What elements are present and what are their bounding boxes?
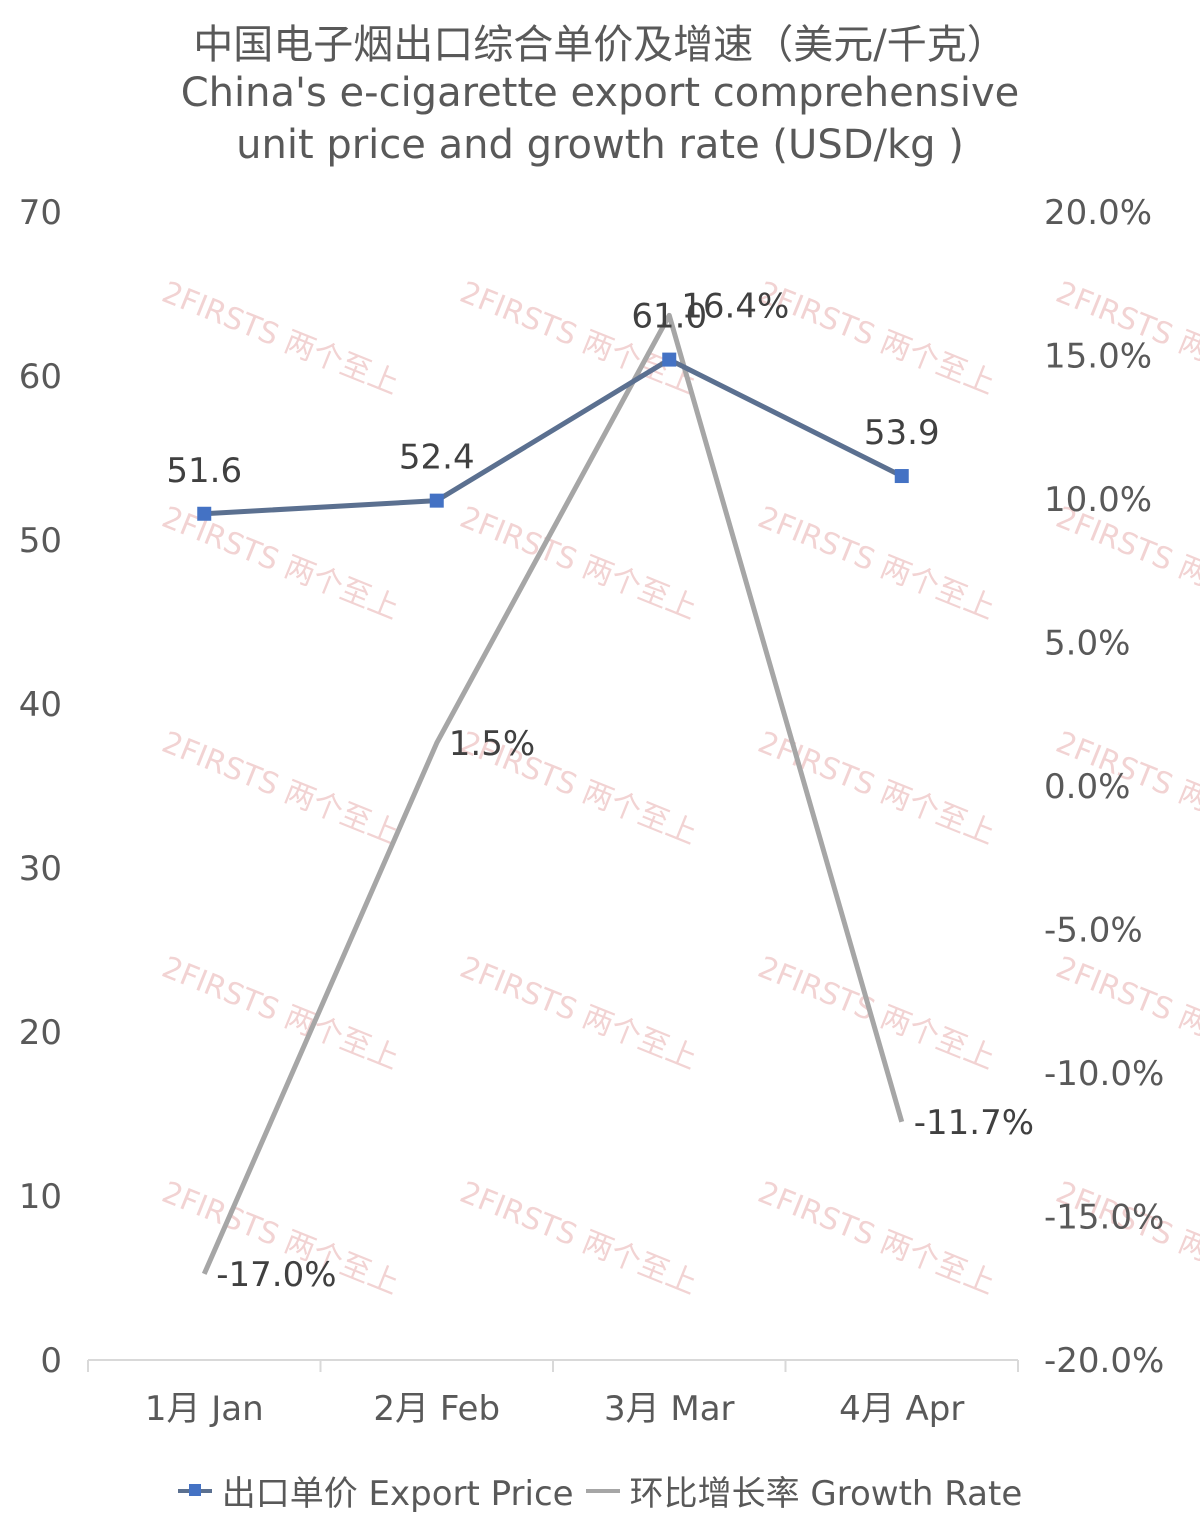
legend-label-export-price: 出口单价 Export Price (221, 1474, 574, 1514)
y-right-tick-label: 20.0% (1044, 193, 1152, 233)
y-right-tick-label: -20.0% (1044, 1341, 1164, 1381)
y-right-tick-label: -10.0% (1044, 1054, 1164, 1094)
export-price-marker[interactable] (662, 352, 677, 367)
series-line-export-price (204, 357, 903, 517)
x-tick-label: 4月 Apr (839, 1389, 964, 1429)
chart-title-en-line2: unit price and growth rate (USD/kg ) (236, 122, 964, 168)
export-price-marker[interactable] (894, 469, 909, 484)
y-left-tick-label: 40 (19, 685, 62, 725)
export-price-data-label: 53.9 (864, 413, 940, 453)
watermark-text: 2FIRSTS 两个至上 (455, 500, 702, 627)
export-price-data-label: 61.0 (631, 297, 707, 337)
watermark-text: 2FIRSTS 两个至上 (455, 275, 702, 402)
y-right-tick-label: -15.0% (1044, 1198, 1164, 1238)
watermark-text: 2FIRSTS 两个至上 (157, 275, 404, 402)
legend-item-growth-rate[interactable]: 环比增长率 Growth Rate (585, 1466, 1023, 1515)
watermark-text: 2FIRSTS 两个至上 (157, 950, 404, 1077)
watermark-text: 2FIRSTS 两个至上 (753, 725, 1000, 852)
export-price-data-label: 52.4 (399, 438, 475, 478)
growth-rate-data-label: 16.4% (681, 286, 789, 326)
growth-rate-data-label: -11.7% (914, 1103, 1034, 1143)
chart-title-en-line1: China's e-cigarette export comprehensive (180, 70, 1020, 116)
watermark-text: 2FIRSTS 两个至上 (455, 1175, 702, 1302)
y-left-tick-label: 60 (19, 357, 62, 397)
legend-label-growth-rate: 环比增长率 Growth Rate (629, 1474, 1023, 1514)
series-line-growth-rate (201, 312, 905, 1275)
legend: 出口单价 Export Price 环比增长率 Growth Rate (0, 1466, 1200, 1515)
data-labels: 51.6 52.4 61.0 53.9 -17.0% 1.5% 16.4% -11.7% (166, 286, 1034, 1295)
growth-rate-data-label: 1.5% (449, 724, 535, 764)
y-right-tick-label: 10.0% (1044, 480, 1152, 520)
watermark-text: 2FIRSTS 两个至上 (157, 500, 404, 627)
chart-title-cn: 中国电子烟出口综合单价及增速（美元/千克） (193, 22, 1007, 68)
watermark-text: 2FIRSTS 两个至上 (753, 500, 1000, 627)
watermark-text: 2FIRSTS 两个至上 (753, 950, 1000, 1077)
growth-rate-data-label: -17.0% (216, 1255, 336, 1295)
x-tick-label: 1月 Jan (145, 1389, 264, 1429)
legend-swatch-growth-rate (585, 1488, 620, 1493)
axes: 1月 Jan 2月 Feb 3月 Mar 4月 Apr 0 10 20 30 40 50 60 70 -… (19, 193, 1165, 1429)
watermark-text: 2FIRSTS 两个至上 (753, 275, 1000, 402)
watermark-text: 2FIRSTS 两个至上 (753, 1175, 1000, 1302)
watermark-text: 2FIRSTS 两个至上 (1051, 1175, 1200, 1302)
y-left-tick-label: 70 (19, 193, 62, 233)
y-left-tick-label: 50 (19, 521, 62, 561)
y-left-tick-label: 30 (19, 849, 62, 889)
y-right-tick-label: -5.0% (1044, 911, 1143, 951)
watermark-text: 2FIRSTS 两个至上 (157, 725, 404, 852)
y-right-tick-label: 15.0% (1044, 337, 1152, 377)
y-left-tick-label: 10 (19, 1177, 62, 1217)
legend-swatch-export-price (177, 1483, 212, 1496)
series-layer (197, 312, 909, 1275)
export-price-marker[interactable] (197, 506, 212, 521)
export-price-marker[interactable] (429, 493, 444, 508)
y-left-tick-label: 0 (40, 1341, 62, 1381)
legend-item-export-price[interactable]: 出口单价 Export Price (177, 1466, 574, 1515)
watermark-text: 2FIRSTS 两个至上 (455, 950, 702, 1077)
y-right-tick-label: 5.0% (1044, 624, 1130, 664)
export-price-data-label: 51.6 (166, 451, 242, 491)
x-tick-label: 3月 Mar (604, 1389, 735, 1429)
x-tick-label: 2月 Feb (373, 1389, 500, 1429)
y-left-tick-label: 20 (19, 1013, 62, 1053)
y-right-tick-label: 0.0% (1044, 767, 1130, 807)
